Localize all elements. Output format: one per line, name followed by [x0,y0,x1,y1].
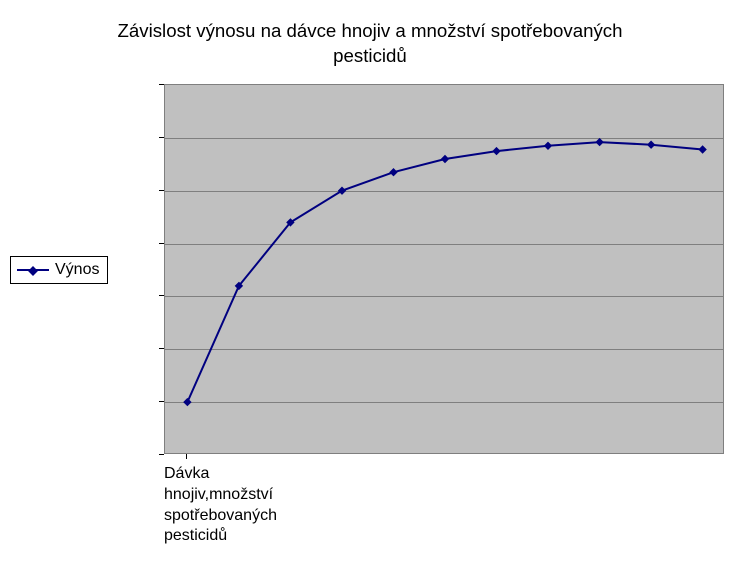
series-marker [545,142,552,149]
y-tick [159,454,164,455]
diamond-marker-icon [28,266,38,276]
chart-legend: Výnos [10,256,108,284]
y-tick [159,295,164,296]
y-tick [159,243,164,244]
grid-line [165,296,723,297]
grid-line [165,244,723,245]
legend-series-line [17,269,49,271]
series-marker [648,141,655,148]
chart-container: Závislost výnosu na dávce hnojiv a množs… [0,0,740,567]
grid-line [165,138,723,139]
grid-line [165,349,723,350]
y-tick [159,348,164,349]
series-marker [287,219,294,226]
series-marker [390,169,397,176]
series-line [187,142,702,402]
grid-line [165,191,723,192]
y-tick [159,190,164,191]
series-marker [596,139,603,146]
series-layer [165,85,725,455]
series-marker [235,282,242,289]
y-tick [159,137,164,138]
series-marker [699,146,706,153]
x-tick [186,454,187,459]
series-marker [493,148,500,155]
y-tick [159,84,164,85]
grid-line [165,402,723,403]
x-axis-label: Dávka hnojiv,množství spotřebovaných pes… [164,464,277,547]
legend-series-label: Výnos [55,261,99,279]
series-marker [442,156,449,163]
plot-area [164,84,724,454]
chart-title: Závislost výnosu na dávce hnojiv a množs… [0,18,740,68]
y-tick [159,401,164,402]
